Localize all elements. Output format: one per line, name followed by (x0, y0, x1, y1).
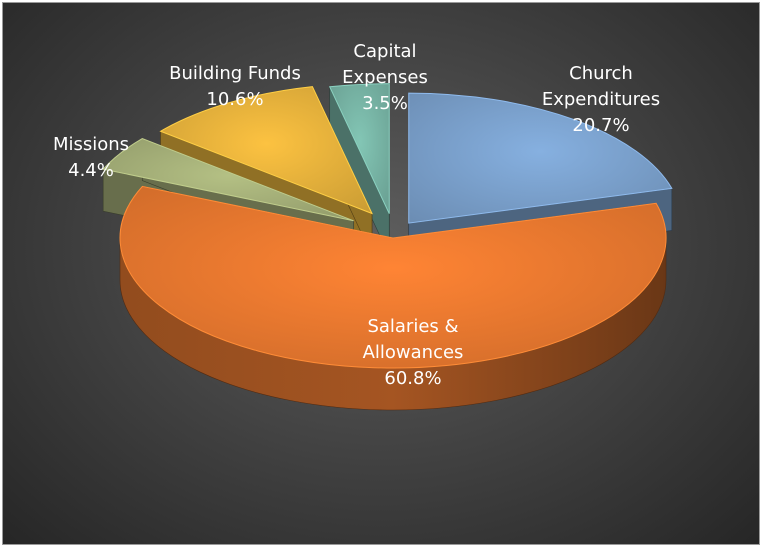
label-line: Expenses (342, 67, 428, 88)
label-line: Building Funds (169, 63, 301, 84)
label-missions: Missions 4.4% (53, 132, 129, 184)
label-line: Allowances (362, 342, 464, 363)
label-value: 20.7% (572, 115, 630, 136)
label-salaries-allowances: Salaries & Allowances 60.8% (363, 314, 464, 392)
pie-slice-salaries-allowances (119, 185, 667, 411)
label-building-funds: Building Funds 10.6% (169, 61, 301, 113)
label-line: Church (569, 63, 633, 84)
label-value: 10.6% (206, 89, 264, 110)
label-value: 4.4% (68, 160, 114, 181)
label-line: Salaries & (367, 316, 459, 337)
label-capital-expenses: Capital Expenses 3.5% (342, 39, 428, 117)
label-value: 3.5% (362, 93, 408, 114)
pie-slice-capital-expenses (328, 83, 390, 256)
label-church-expenditures: Church Expenditures 20.7% (542, 61, 660, 139)
label-line: Missions (52, 134, 130, 155)
label-value: 60.8% (384, 368, 442, 389)
label-line: Expenditures (541, 89, 661, 110)
label-line: Capital (353, 41, 417, 62)
pie-chart (102, 83, 673, 411)
